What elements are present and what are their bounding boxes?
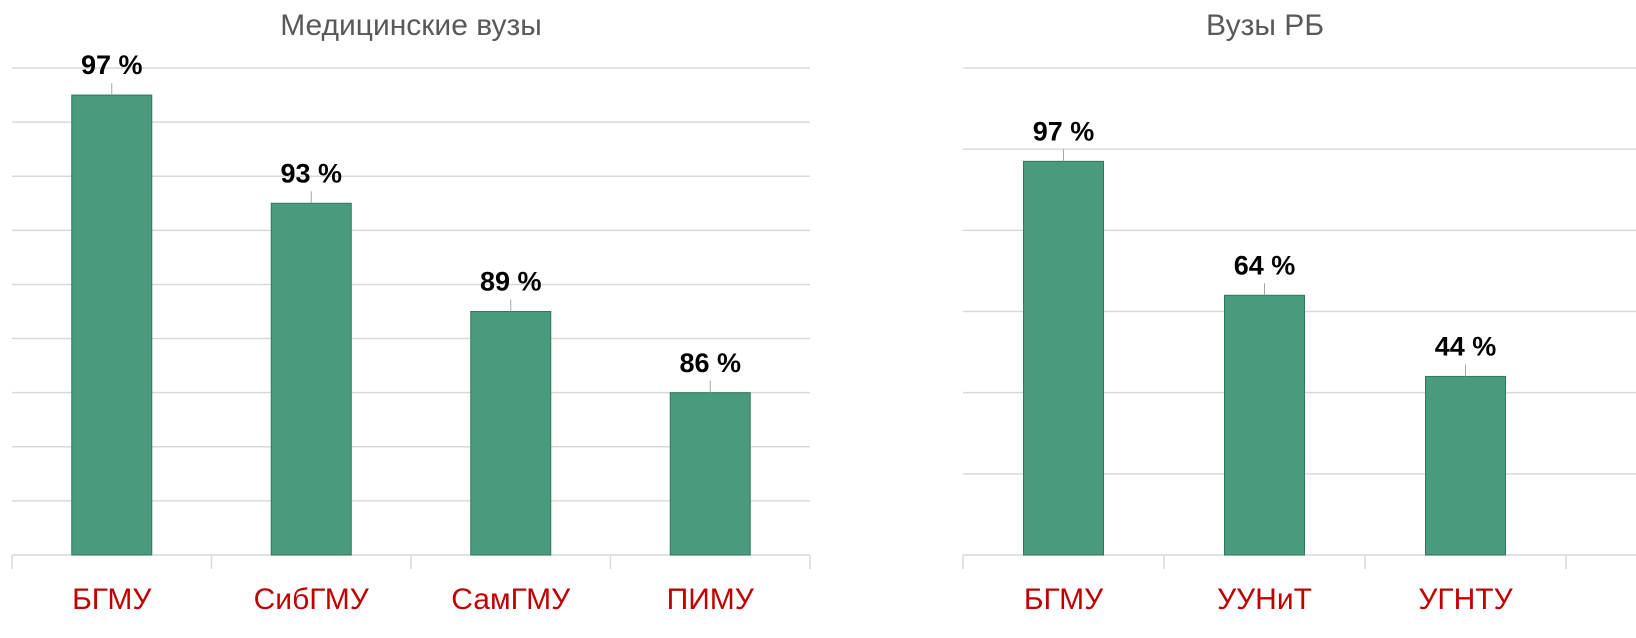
x-tick-label: УГНТУ — [1418, 583, 1513, 616]
bar — [1224, 294, 1305, 556]
chart-title: Медицинские вузы — [280, 9, 542, 42]
x-tick-label: СамГМУ — [451, 583, 571, 616]
x-tick-label: СибГМУ — [254, 583, 370, 616]
bar — [71, 94, 153, 556]
x-tick-label: БГМУ — [1024, 583, 1104, 616]
bar — [1425, 375, 1506, 556]
bar — [270, 202, 352, 556]
bar — [669, 392, 751, 556]
chart-title: Вузы РБ — [1206, 9, 1324, 42]
data-label: 93 % — [280, 158, 342, 188]
x-tick-label: УУНиТ — [1217, 583, 1312, 616]
data-label: 64 % — [1234, 250, 1296, 280]
data-label: 86 % — [679, 348, 741, 378]
x-tick-label: БГМУ — [72, 583, 152, 616]
data-label: 97 % — [1033, 116, 1095, 146]
data-label: 97 % — [81, 50, 143, 80]
bar — [1023, 160, 1104, 556]
data-label: 44 % — [1435, 332, 1497, 362]
data-label: 89 % — [480, 267, 542, 297]
bar — [470, 311, 552, 556]
x-tick-label: ПИМУ — [667, 583, 755, 616]
